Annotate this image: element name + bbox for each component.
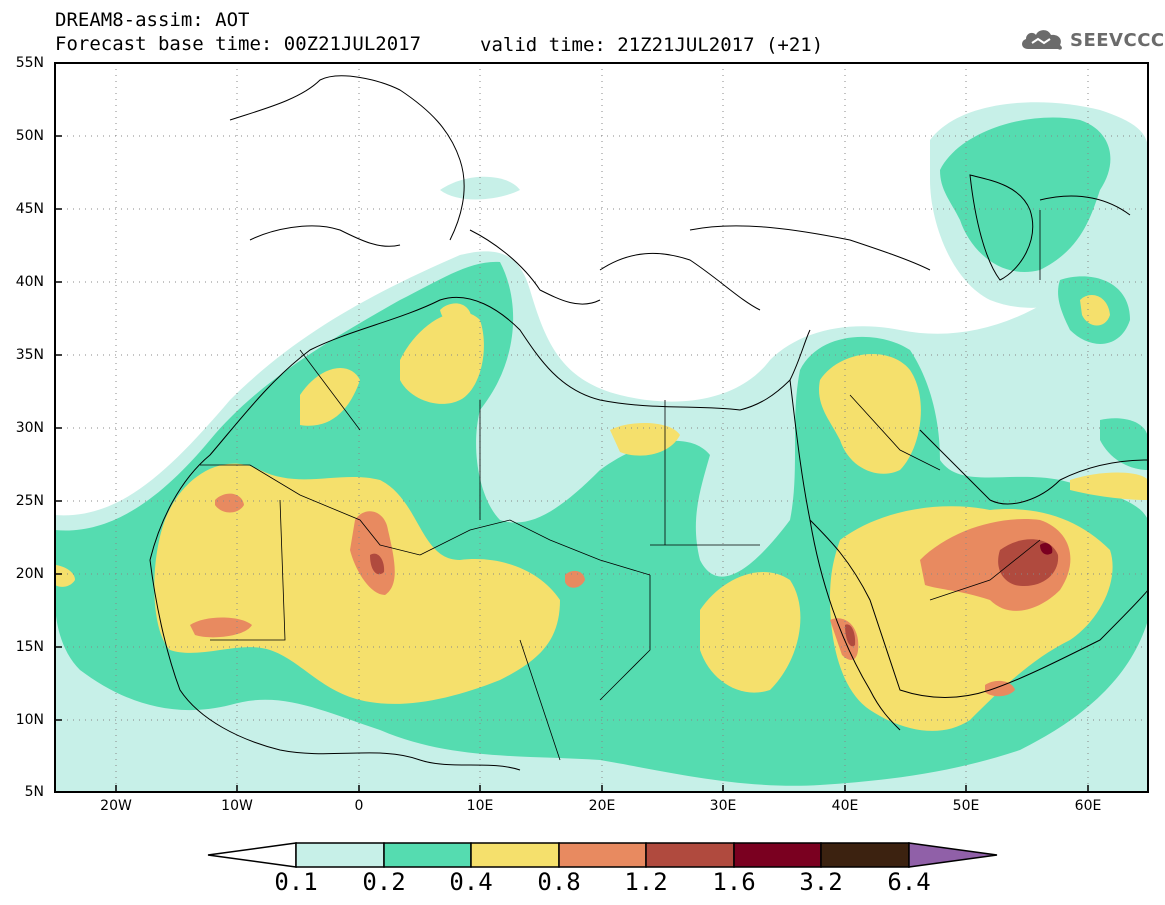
lat-label-35n: 35N: [15, 347, 44, 363]
colorbar-label-0.1: 0.1: [274, 868, 318, 896]
lon-label-20e: 20E: [588, 798, 616, 814]
lat-label-55n: 55N: [15, 55, 44, 71]
lat-label-15n: 15N: [15, 639, 44, 655]
lat-label-40n: 40N: [15, 274, 44, 290]
lon-label-30e: 30E: [709, 798, 737, 814]
seevccc-logo: SEEVCCC: [1018, 26, 1165, 54]
lon-label-40e: 40E: [831, 798, 859, 814]
lat-label-25n: 25N: [15, 493, 44, 509]
axis-ticks: [55, 135, 1089, 792]
lat-label-5n: 5N: [24, 784, 44, 800]
cloud-icon: [1022, 30, 1062, 50]
lon-label-50e: 50E: [952, 798, 980, 814]
map-title: DREAM8-assim: AOT: [55, 9, 250, 31]
colorbar-label-0.4: 0.4: [449, 868, 493, 896]
lon-label-10e: 10E: [466, 798, 494, 814]
forecast-base-time: Forecast base time: 00Z21JUL2017: [55, 33, 422, 55]
lon-label-60e: 60E: [1074, 798, 1102, 814]
lat-label-50n: 50N: [15, 128, 44, 144]
graticule: [55, 63, 1148, 792]
aot-field-0.4: [55, 295, 1148, 731]
colorbar-label-1.6: 1.6: [712, 868, 756, 896]
lat-label-10n: 10N: [15, 712, 44, 728]
country-borders: [200, 210, 1041, 761]
lat-label-20n: 20N: [15, 566, 44, 582]
logo-text: SEEVCCC: [1070, 29, 1165, 51]
colorbar-label-0.8: 0.8: [537, 868, 581, 896]
coastlines: [149, 75, 1148, 771]
colorbar-label-3.2: 3.2: [799, 868, 843, 896]
aot-field-1.6: [1040, 542, 1053, 555]
lon-label-0: 0: [354, 798, 364, 814]
lat-label-30n: 30N: [15, 420, 44, 436]
lon-label-20w: 20W: [100, 798, 132, 814]
colorbar-label-6.4: 6.4: [887, 868, 931, 896]
lat-label-45n: 45N: [15, 201, 44, 217]
valid-time: valid time: 21Z21JUL2017 (+21): [480, 34, 824, 56]
colorbar-label-1.2: 1.2: [624, 868, 668, 896]
lon-label-10w: 10W: [221, 798, 253, 814]
colorbar-label-0.2: 0.2: [362, 868, 406, 896]
